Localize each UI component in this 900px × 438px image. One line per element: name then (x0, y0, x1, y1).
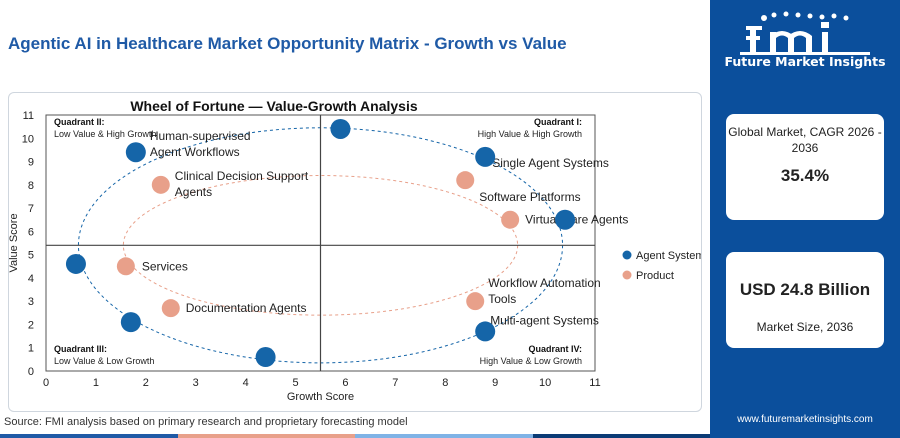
quadrant-desc: High Value & High Growth (478, 129, 582, 139)
y-tick-label: 8 (28, 180, 34, 192)
x-tick-label: 10 (539, 377, 551, 389)
legend-label: Product (636, 270, 674, 282)
product-point (161, 299, 180, 318)
point-label: Services (142, 259, 188, 273)
website-link[interactable]: www.futuremarketinsights.com (737, 414, 873, 425)
bar-segment-1 (0, 434, 178, 438)
product-point (501, 210, 520, 229)
y-tick-label: 11 (23, 110, 34, 122)
point-label: Virtual Care Agents (525, 213, 628, 227)
x-tick-label: 8 (442, 377, 448, 389)
x-tick-label: 7 (392, 377, 398, 389)
quadrant-name: Quadrant I: (534, 117, 582, 127)
quadrant-name: Quadrant III: (54, 344, 107, 354)
agent-system-point (120, 312, 141, 333)
chart-panel: Wheel of Fortune — Value-Growth Analysis… (8, 92, 702, 412)
agent-system-point (475, 146, 496, 167)
y-tick-label: 0 (28, 366, 34, 378)
point-label: Documentation Agents (186, 301, 307, 315)
y-tick-label: 2 (28, 319, 34, 331)
page-title: Agentic AI in Healthcare Market Opportun… (8, 34, 567, 53)
market-size-value: USD 24.8 Billion (739, 280, 871, 299)
cagr-card: Global Market, CAGR 2026 - 2036 35.4% (726, 114, 884, 220)
y-tick-label: 9 (28, 157, 34, 169)
quadrant-desc: High Value & Low Growth (480, 356, 582, 366)
product-point (456, 171, 475, 190)
legend-marker (622, 250, 632, 260)
x-tick-label: 4 (243, 377, 249, 389)
product-point (116, 257, 135, 276)
y-tick-label: 10 (22, 133, 34, 145)
cagr-value: 35.4% (780, 166, 830, 185)
y-axis-label: Value Score (9, 213, 20, 272)
y-tick-label: 4 (28, 273, 34, 285)
quadrant-name: Quadrant II: (54, 117, 105, 127)
point-label: Software Platforms (479, 190, 580, 204)
chart-title: Wheel of Fortune — Value-Growth Analysis (130, 98, 418, 114)
point-label: Single Agent Systems (492, 156, 609, 170)
x-tick-label: 3 (193, 377, 199, 389)
agent-system-point (125, 142, 146, 163)
agent-system-point (65, 253, 86, 274)
x-axis-label: Growth Score (287, 391, 354, 403)
quadrant-desc: Low Value & Low Growth (54, 356, 154, 366)
legend-marker (622, 270, 632, 280)
quadrant-name: Quadrant IV: (528, 344, 582, 354)
x-tick-label: 0 (43, 377, 49, 389)
agent-system-point (330, 118, 351, 139)
y-tick-label: 3 (28, 296, 34, 308)
market-size-label: Market Size, 2036 (756, 320, 854, 334)
legend-label: Agent System (636, 250, 701, 262)
agent-system-point (555, 209, 576, 230)
bar-segment-3 (355, 434, 533, 438)
agent-system-point (255, 347, 276, 368)
point-label: Workflow Automation Tools (488, 276, 600, 306)
product-point (151, 175, 170, 194)
market-size-card: USD 24.8 Billion Market Size, 2036 (726, 252, 884, 348)
x-tick-label: 5 (292, 377, 298, 389)
sidebar: Future Market Insights Global Market, CA… (710, 0, 900, 438)
point-label: Human-supervised Agent Workflows (150, 129, 251, 159)
x-tick-label: 9 (492, 377, 498, 389)
y-tick-label: 7 (28, 203, 34, 215)
bottom-color-bar (0, 434, 710, 438)
x-tick-label: 6 (342, 377, 348, 389)
product-point (466, 292, 485, 311)
x-tick-label: 2 (143, 377, 149, 389)
y-tick-label: 6 (28, 226, 34, 238)
y-tick-label: 1 (28, 343, 34, 355)
agent-system-point (475, 321, 496, 342)
bar-segment-2 (177, 434, 355, 438)
bar-segment-4 (532, 434, 710, 438)
x-tick-label: 11 (589, 377, 600, 389)
point-label: Clinical Decision Support Agents (175, 169, 309, 199)
logo-text: Future Market Insights (724, 54, 886, 69)
x-tick-label: 1 (93, 377, 99, 389)
y-tick-label: 5 (28, 250, 34, 262)
point-label: Multi-agent Systems (490, 313, 599, 327)
quadrant-desc: Low Value & High Growth (54, 129, 156, 139)
fmi-logo-icon (740, 11, 870, 55)
source-note: Source: FMI analysis based on primary re… (4, 416, 408, 428)
opportunity-matrix-chart: Wheel of Fortune — Value-Growth Analysis… (9, 98, 701, 403)
cagr-label: Global Market, CAGR 2026 - 2036 (728, 125, 882, 155)
